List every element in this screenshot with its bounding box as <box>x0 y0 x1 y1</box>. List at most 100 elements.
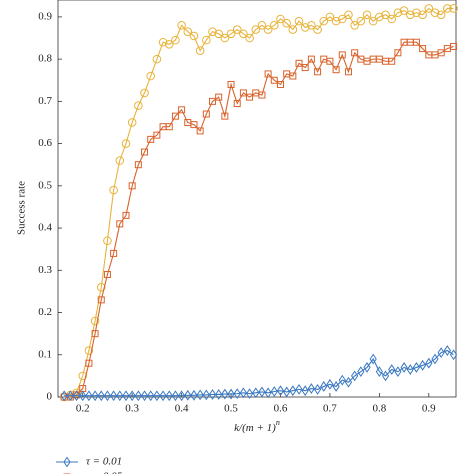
x-axis-label: k/(m + 1)n <box>234 418 280 434</box>
y-axis-label: Success rate <box>16 181 28 235</box>
diamond-marker <box>388 364 396 375</box>
square-marker <box>276 80 284 88</box>
square-marker <box>270 76 278 84</box>
diamond-marker <box>134 390 142 402</box>
circle-marker <box>430 8 440 17</box>
diamond-marker <box>406 364 414 375</box>
square-marker <box>128 182 136 190</box>
square-marker <box>85 359 93 367</box>
diamond-marker <box>171 390 180 402</box>
circle-marker <box>96 282 106 292</box>
square-marker <box>215 93 223 101</box>
diamond-marker <box>351 370 359 382</box>
circle-marker <box>337 14 347 24</box>
diamond-marker <box>332 381 340 392</box>
x-tick-label: 0.5 <box>224 403 238 415</box>
y-tick-label: 0.7 <box>38 95 52 107</box>
circle-marker <box>282 18 291 28</box>
circle-marker <box>134 101 143 110</box>
circle-marker <box>405 10 415 20</box>
square-marker <box>295 59 303 67</box>
circle-marker <box>109 185 118 195</box>
diamond-marker <box>270 386 278 397</box>
circle-marker <box>418 10 427 20</box>
circle-marker <box>276 14 285 24</box>
circle-marker <box>146 71 156 81</box>
y-tick-label: 0.2 <box>38 306 52 318</box>
diamond-marker <box>110 390 118 402</box>
diamond-marker <box>369 353 377 365</box>
circle-marker <box>449 4 458 13</box>
diamond-marker <box>412 362 421 373</box>
diamond-marker <box>313 383 322 395</box>
square-marker <box>227 80 235 88</box>
circle-marker <box>325 12 335 22</box>
x-tick-label: 0.9 <box>422 403 436 415</box>
square-marker <box>134 161 142 169</box>
diamond-marker <box>63 456 71 468</box>
square-marker <box>301 64 309 72</box>
circle-marker <box>424 4 434 13</box>
diamond-marker <box>178 390 186 402</box>
diamond-marker <box>338 374 346 386</box>
square-marker <box>394 49 402 57</box>
square-marker <box>196 127 204 135</box>
circle-marker <box>368 16 378 26</box>
circle-marker <box>375 12 384 22</box>
diamond-marker <box>227 388 235 400</box>
diamond-marker <box>357 366 365 378</box>
x-tick-label: 0.2 <box>76 403 90 415</box>
circle-marker <box>121 139 131 148</box>
circle-marker <box>220 33 230 43</box>
circle-marker <box>443 4 452 13</box>
circle-marker <box>294 16 304 26</box>
series-line <box>64 7 454 398</box>
diamond-marker <box>190 389 198 401</box>
diamond-marker <box>103 390 112 402</box>
x-axis-label-base: k/(m + 1) <box>234 422 276 434</box>
diamond-marker <box>79 390 87 402</box>
circle-marker <box>381 10 390 20</box>
circle-marker <box>362 10 372 20</box>
circle-marker <box>214 29 223 39</box>
circle-marker <box>270 21 279 30</box>
circle-marker <box>72 388 81 398</box>
x-axis-label-exponent: n <box>276 418 280 427</box>
circle-marker <box>245 33 254 43</box>
diamond-marker <box>258 386 266 398</box>
square-marker <box>412 38 420 46</box>
diamond-marker <box>91 390 99 402</box>
diamond-marker <box>60 390 68 402</box>
circle-marker <box>84 346 94 355</box>
circle-marker <box>251 25 261 34</box>
square-marker <box>91 330 99 338</box>
square-marker <box>209 97 217 105</box>
circle-marker <box>387 14 397 24</box>
series-line <box>64 349 454 397</box>
diamond-marker <box>159 390 167 402</box>
square-marker <box>178 106 186 114</box>
diamond-marker <box>122 390 130 402</box>
diamond-marker <box>344 376 353 388</box>
square-marker <box>165 123 173 131</box>
diamond-marker <box>307 383 315 394</box>
circle-marker <box>127 118 137 127</box>
diamond-marker <box>449 349 458 361</box>
circle-marker <box>313 25 322 34</box>
diamond-marker <box>66 390 74 402</box>
square-marker <box>246 93 254 101</box>
circle-marker <box>319 16 329 26</box>
diamond-marker <box>326 378 334 390</box>
square-marker <box>437 49 445 57</box>
diamond-marker <box>289 385 297 397</box>
diamond-marker <box>116 390 124 402</box>
square-marker <box>122 211 130 219</box>
square-marker <box>190 121 198 129</box>
circle-marker <box>78 371 88 381</box>
circle-marker <box>232 25 242 34</box>
y-tick-label: 0.9 <box>38 10 52 22</box>
square-marker <box>153 131 161 139</box>
square-marker <box>147 135 155 143</box>
x-tick-label: 0.7 <box>323 403 337 415</box>
diamond-marker <box>283 386 291 398</box>
